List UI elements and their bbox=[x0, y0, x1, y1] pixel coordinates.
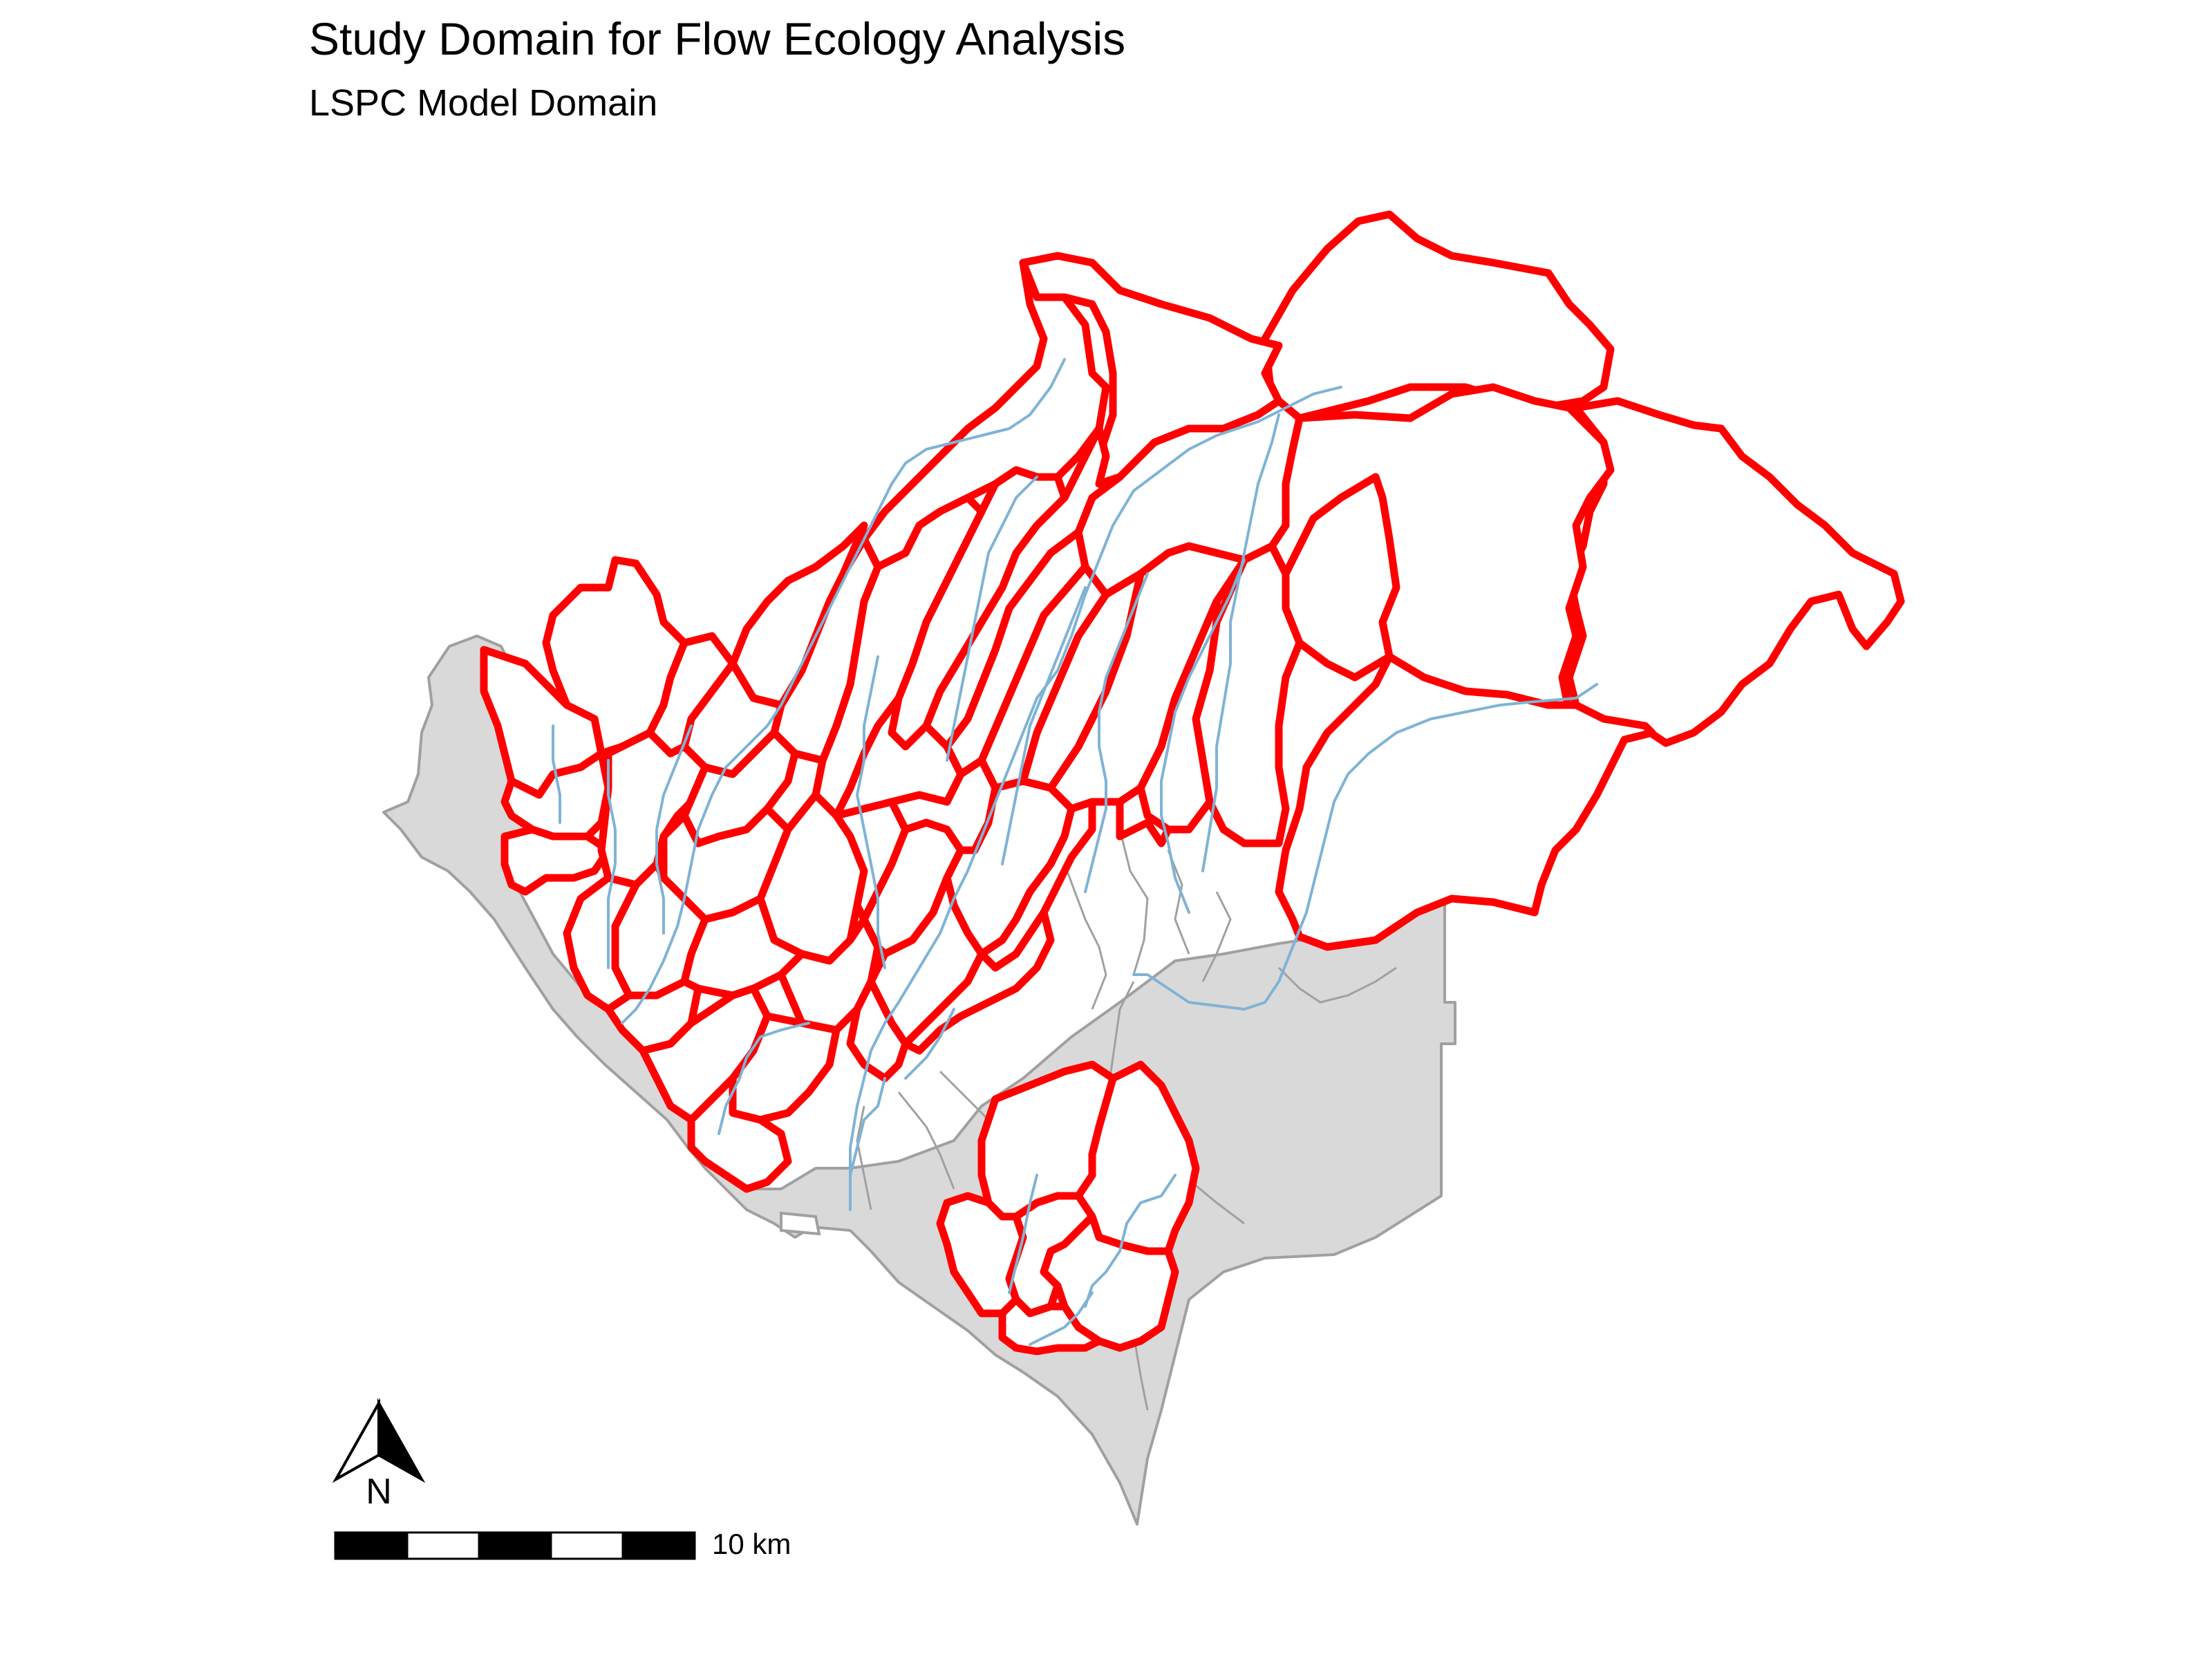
scale-bar bbox=[334, 1531, 696, 1560]
stream-network bbox=[552, 358, 1598, 1346]
watershed-w-coastal-1 bbox=[563, 874, 640, 1013]
stream-c-east bbox=[1160, 559, 1246, 914]
stream-south-tail bbox=[849, 1077, 886, 1177]
scale-bar-segment bbox=[334, 1531, 409, 1560]
north-arrow-icon: N bbox=[332, 1398, 426, 1512]
watershed-c-south-g bbox=[846, 977, 910, 1082]
watershed-c-long-west bbox=[1116, 784, 1172, 847]
stream-n-west bbox=[621, 358, 1066, 1024]
stream-c-mid2 bbox=[1001, 586, 1087, 865]
north-arrow-label: N bbox=[366, 1472, 392, 1512]
stream-main-stem bbox=[849, 386, 1342, 1211]
stream-s-cluster-3 bbox=[1029, 1291, 1094, 1346]
watershed-w-coast-2 bbox=[500, 825, 612, 896]
watershed-w-central bbox=[646, 632, 737, 758]
scale-bar-segment bbox=[621, 1531, 696, 1560]
stream-w-2 bbox=[856, 655, 886, 969]
watershed-nw-upper bbox=[729, 521, 868, 709]
map-subtitle: LSPC Model Domain bbox=[309, 82, 658, 124]
watershed-sw-b bbox=[687, 1074, 792, 1193]
stream-e-tributary bbox=[1201, 413, 1280, 872]
stream-w-1 bbox=[607, 759, 617, 969]
watershed-ne-east bbox=[1565, 397, 1905, 747]
map-title: Study Domain for Flow Ecology Analysis bbox=[309, 13, 1126, 64]
watershed-w-south-a bbox=[680, 894, 806, 1000]
watershed-ne-upper bbox=[1261, 210, 1615, 422]
scale-bar-segment bbox=[478, 1531, 552, 1560]
stream-c-mid bbox=[1084, 572, 1149, 893]
scale-bar-label: 10 km bbox=[712, 1528, 791, 1560]
stream-s-cluster-1 bbox=[1084, 1174, 1177, 1308]
watershed-boundaries bbox=[480, 210, 1905, 1356]
stream-sw-1 bbox=[718, 1022, 810, 1135]
stream-ne-tributary bbox=[1132, 683, 1598, 1011]
harbor-detail bbox=[780, 1211, 821, 1236]
stream-s-cluster-2 bbox=[1008, 1174, 1038, 1294]
stream-w-3 bbox=[655, 724, 693, 935]
stream-n-west-2 bbox=[946, 476, 1038, 762]
scale-bar-segment bbox=[550, 1531, 624, 1560]
stream-s-c bbox=[904, 1008, 955, 1080]
scale-bar-segment bbox=[406, 1531, 480, 1560]
watershed-s-cluster-s bbox=[998, 1295, 1103, 1356]
watershed-c-south-i bbox=[901, 908, 1055, 1055]
stream-w-4 bbox=[552, 724, 561, 824]
